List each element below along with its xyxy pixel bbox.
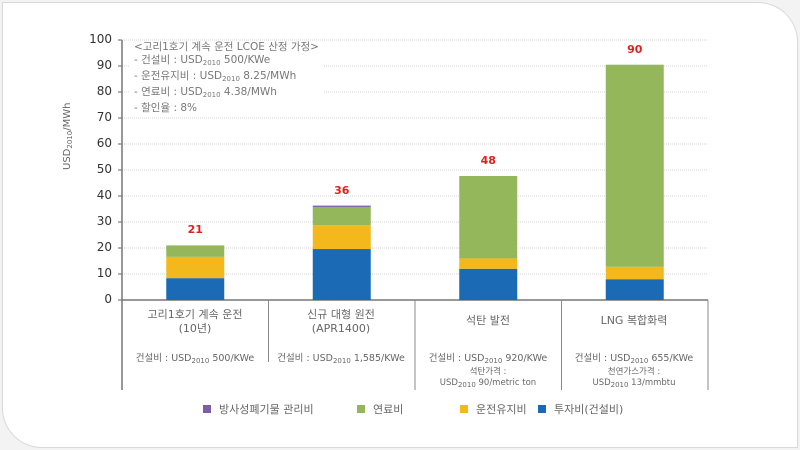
y-tick-label: 80 [96, 84, 112, 98]
bar-segment [605, 279, 664, 300]
legend-swatch [538, 405, 546, 413]
bar-segment [312, 206, 371, 226]
total-label: 48 [480, 153, 496, 167]
bar-segment [166, 245, 225, 257]
bar-segment [459, 258, 518, 269]
note-item: - 연료비 : USD2010 4.38/MWh [134, 86, 277, 99]
y-axis-label: USD2010/MWh [62, 102, 74, 170]
y-tick-label: 20 [96, 240, 112, 254]
category-label: 신규 대형 원전 (APR1400) 건설비 : USD2010 1,585/KW… [277, 308, 405, 365]
legend-swatch [357, 405, 365, 413]
legend-item-om: 운전유지비 [460, 401, 527, 417]
legend-item-waste: 방사성폐기물 관리비 [203, 401, 314, 417]
y-tick-label: 30 [96, 214, 112, 228]
y-tick-label: 50 [96, 162, 112, 176]
y-tick-label: 40 [96, 188, 112, 202]
note-item: - 운전유지비 : USD2010 8.25/MWh [134, 70, 297, 83]
bar-segment [605, 64, 664, 267]
note-item: - 할인율 : 8% [134, 102, 197, 114]
bar-segment [605, 266, 664, 280]
category-label: 고리1호기 계속 운전 (10년) 건설비 : USD2010 500/KWe [135, 308, 255, 365]
category-label: LNG 복합화력 건설비 : USD2010 655/KWe 천연가스가격 :U… [574, 314, 694, 389]
y-tick-label: 60 [96, 136, 112, 150]
y-tick-label: 100 [89, 32, 112, 46]
y-tick-label: 70 [96, 110, 112, 124]
bar-segment [459, 268, 518, 300]
bar-segment [166, 256, 225, 279]
bar-segment [166, 278, 225, 300]
legend-swatch [203, 405, 211, 413]
assumption-note: <고리1호기 계속 운전 LCOE 산정 가정> - 건설비 : USD2010… [130, 41, 323, 115]
total-label: 36 [334, 183, 350, 197]
legend-item-capital: 투자비(건설비) [538, 401, 623, 417]
total-label: 21 [187, 223, 203, 237]
note-title: <고리1호기 계속 운전 LCOE 산정 가정> [134, 41, 319, 53]
legend-item-fuel: 연료비 [357, 401, 403, 417]
bar-segment [312, 205, 371, 207]
legend-swatch [460, 405, 468, 413]
bar-segment [312, 225, 371, 250]
total-label: 90 [627, 42, 643, 56]
y-tick-label: 90 [96, 58, 112, 72]
y-tick-label: 10 [96, 266, 112, 280]
bar-segment [312, 249, 371, 300]
note-item: - 건설비 : USD2010 500/KWe [134, 54, 271, 67]
bar-segment [459, 175, 518, 259]
y-tick-label: 0 [104, 292, 112, 306]
category-label: 석탄 발전 건설비 : USD2010 920/KWe 석탄가격 : USD201… [428, 314, 548, 389]
